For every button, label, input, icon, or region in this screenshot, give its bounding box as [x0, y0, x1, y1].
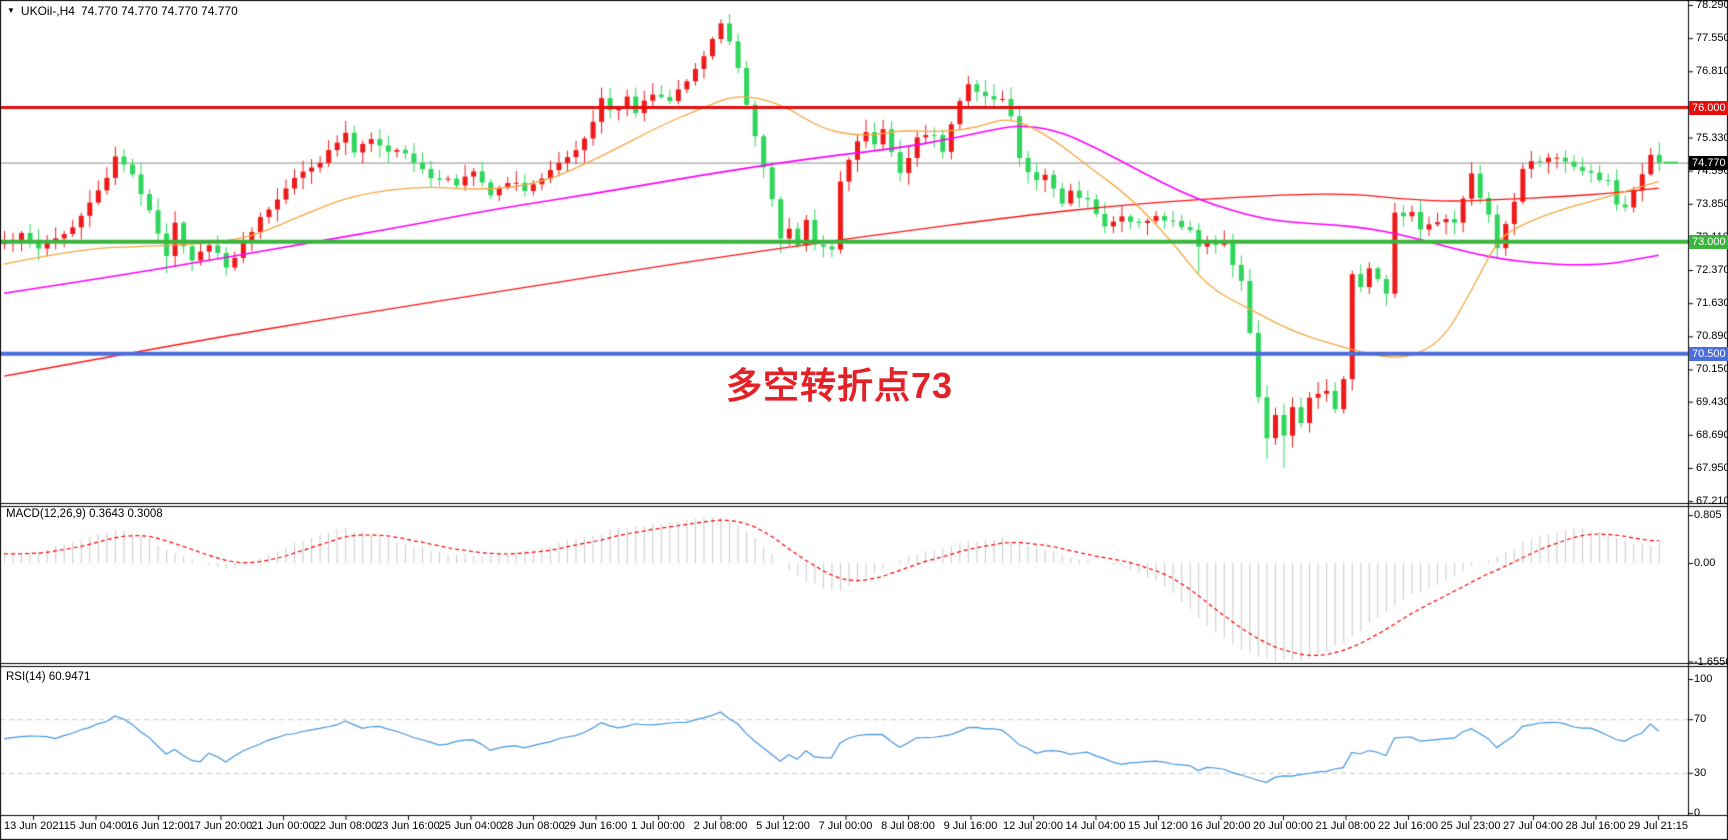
price-tick-label: 78.290 [1696, 0, 1728, 11]
time-axis-label: 15 Jul 12:00 [1128, 820, 1188, 832]
price-tick-label: 67.210 [1696, 495, 1728, 508]
macd-axis-label: 0.805 [1694, 509, 1722, 522]
time-axis-label: 8 Jul 08:00 [881, 820, 935, 832]
price-tick-label: 69.430 [1696, 395, 1728, 408]
time-axis-label: 21 Jul 08:00 [1315, 820, 1376, 832]
price-tick-label: 76.810 [1696, 65, 1728, 78]
time-axis-label: 2 Jul 08:00 [693, 820, 748, 832]
symbol-period-label: UKOil-,H4 [20, 4, 75, 18]
time-axis-label: 27 Jul 04:00 [1503, 820, 1563, 832]
rsi-axis-label: 30 [1694, 766, 1707, 779]
price-tick-label: 72.370 [1696, 264, 1728, 277]
time-axis-label: 16 Jun 12:00 [126, 820, 190, 832]
rsi-axis-label: 0 [1694, 807, 1701, 819]
macd-axis-label: 0.00 [1694, 557, 1716, 569]
price-level-label: 74.770 [1689, 155, 1728, 170]
time-axis-label: 29 Jul 21:15 [1628, 820, 1688, 832]
rsi-indicator-label: RSI(14) 60.9471 [6, 671, 91, 683]
price-tick-label: 73.850 [1696, 197, 1728, 210]
time-axis-label: 12 Jul 20:00 [1003, 820, 1063, 832]
time-axis-label: 22 Jul 16:00 [1378, 820, 1438, 832]
chevron-down-icon[interactable]: ▼ [7, 6, 15, 15]
time-axis-label: 1 Jul 00:00 [631, 820, 685, 832]
price-tick-label: 75.330 [1696, 131, 1728, 144]
price-level-label: 76.000 [1689, 100, 1728, 115]
time-axis-label: 23 Jun 16:00 [376, 820, 440, 832]
time-axis-label: 7 Jul 00:00 [818, 820, 873, 832]
price-tick-label: 68.690 [1696, 428, 1728, 441]
time-axis-label: 20 Jul 00:00 [1253, 820, 1313, 832]
time-axis-label: 28 Jun 08:00 [501, 820, 565, 832]
time-axis-label: 25 Jul 23:00 [1440, 820, 1501, 832]
time-axis-label: 28 Jul 16:00 [1565, 820, 1626, 832]
time-axis-label: 21 Jun 00:00 [251, 820, 315, 832]
time-axis-label: 5 Jul 12:00 [756, 820, 810, 832]
price-tick-label: 77.550 [1696, 32, 1728, 45]
price-level-label: 70.500 [1689, 346, 1728, 361]
ohlc-quotes: 74.770 74.770 74.770 74.770 [80, 4, 238, 18]
chart-annotation[interactable]: 多空转折点73 [726, 365, 954, 406]
rsi-axis-label: 70 [1694, 713, 1707, 726]
time-axis-label: 29 Jun 16:00 [563, 820, 628, 832]
price-level-label: 73.000 [1689, 234, 1728, 249]
time-axis-label: 13 Jun 2021 [4, 820, 65, 832]
macd-axis-label: -1.6556 [1694, 655, 1728, 668]
time-axis-label: 14 Jul 04:00 [1065, 820, 1126, 832]
symbol-header: ▼ UKOil-,H4 74.770 74.770 74.770 74.770 [7, 4, 238, 18]
time-axis-label: 17 Jun 20:00 [188, 820, 253, 832]
time-axis-label: 15 Jun 04:00 [63, 820, 128, 832]
time-axis-label: 9 Jul 16:00 [943, 820, 998, 832]
rsi-axis-label: 100 [1694, 673, 1713, 685]
time-axis-label: 16 Jul 20:00 [1190, 820, 1251, 832]
price-tick-label: 70.890 [1696, 330, 1728, 343]
macd-indicator-label: MACD(12,26,9) 0.3643 0.3008 [6, 508, 163, 520]
price-tick-label: 67.950 [1696, 461, 1728, 474]
time-axis-label: 25 Jun 04:00 [438, 820, 503, 832]
price-tick-label: 70.150 [1696, 363, 1728, 376]
time-axis-label: 22 Jun 08:00 [313, 820, 378, 832]
price-tick-label: 71.630 [1696, 297, 1728, 310]
